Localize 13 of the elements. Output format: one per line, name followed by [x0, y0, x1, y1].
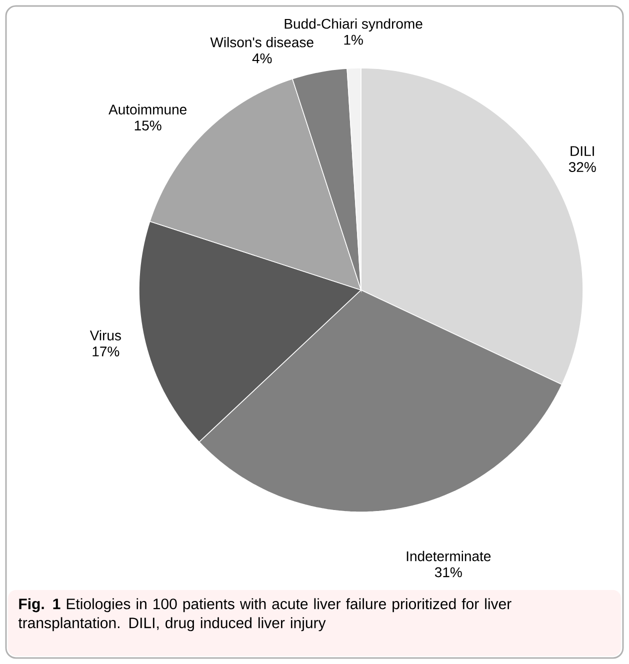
text: Fig. 1 Etiologies in 100 patients with acute liver failure prioritized for liver transplantation. DILI, drug induced liver injury	[18, 598, 512, 632]
slice-label: Budd-Chiari syndrome	[284, 18, 422, 32]
slice-label: Indeterminate	[406, 550, 491, 562]
slice-label: Wilson's disease	[210, 37, 314, 48]
slice-label: Autoimmune	[108, 104, 186, 114]
data-label: 31%	[434, 567, 462, 578]
slice-label: DILI	[570, 146, 594, 156]
slice-label: Virus	[90, 330, 121, 340]
data-label: 17%	[92, 346, 120, 356]
data-label: 1%	[344, 34, 363, 45]
data-label: 32%	[568, 162, 596, 172]
data-label: 4%	[252, 53, 272, 64]
data-label: 15%	[134, 120, 162, 130]
